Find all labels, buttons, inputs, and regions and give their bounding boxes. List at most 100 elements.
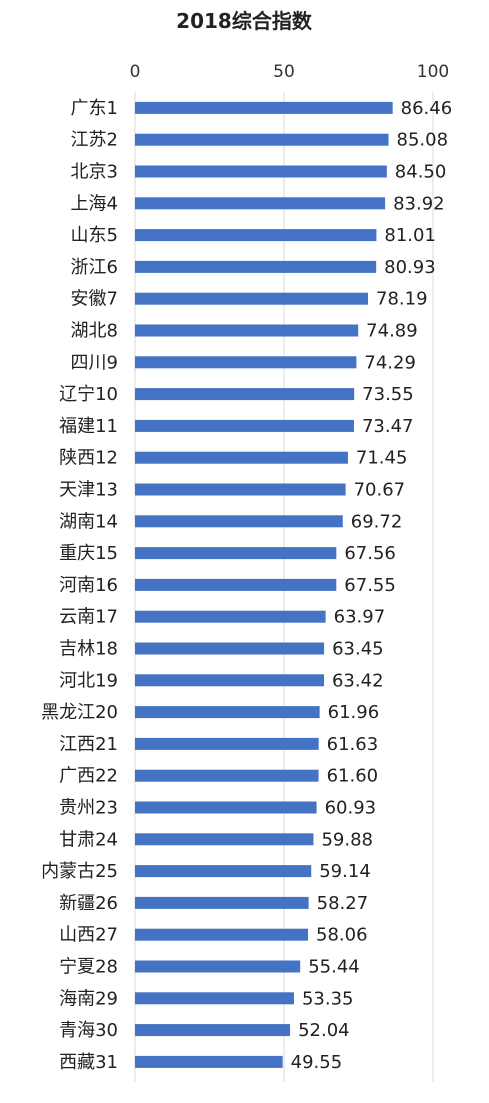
value-label: 71.45 [356,448,408,469]
category-label: 西藏31 [59,1052,118,1073]
value-label: 70.67 [354,480,406,501]
bar [135,260,377,273]
category-label: 天津13 [59,480,118,501]
category-label: 宁夏28 [59,957,118,978]
category-label: 黑龙江20 [41,702,118,723]
value-label: 74.89 [366,321,418,342]
value-label: 85.08 [397,130,449,151]
bar [135,992,294,1005]
bar [135,419,354,432]
value-label: 59.14 [319,861,371,882]
value-label: 84.50 [395,162,447,183]
bar [135,896,309,909]
category-label: 青海30 [59,1020,118,1041]
bar [135,642,325,655]
bar [135,865,312,878]
value-label: 67.55 [344,575,396,596]
value-label: 60.93 [325,798,377,819]
bar [135,769,319,782]
value-label: 63.97 [334,607,386,628]
category-label: 安徽7 [71,289,118,310]
chart-title: 2018综合指数 [176,9,313,33]
category-label: 江西21 [59,734,118,755]
bar [135,578,337,591]
category-label: 海南29 [59,988,118,1009]
bar [135,292,369,305]
category-label: 山西27 [59,925,118,946]
category-label: 甘肃24 [59,829,118,850]
category-label: 云南17 [59,607,118,628]
value-label: 67.56 [344,543,396,564]
bar [135,674,324,687]
category-label: 江苏2 [71,130,118,151]
value-label: 83.92 [393,193,445,214]
x-tick-label: 50 [273,62,295,82]
bar [135,388,355,401]
category-label: 吉林18 [59,639,118,660]
value-label: 49.55 [291,1052,343,1073]
x-tick-label: 0 [130,62,141,82]
bar [135,960,301,973]
value-label: 53.35 [302,988,354,1009]
bar [135,229,377,242]
category-labels: 广东1 江苏2 北京3 上海4 山东5 浙江6 安徽7 湖北8 四川9 辽宁10 福建11 陕西12 天… [41,98,118,1073]
value-label: 58.06 [316,925,368,946]
bar [135,706,320,719]
category-label: 重庆15 [59,543,118,564]
value-label: 55.44 [308,957,360,978]
category-label: 广西22 [59,766,118,787]
category-label: 贵州23 [59,798,118,819]
category-label: 辽宁10 [59,384,118,405]
bar [135,1055,283,1068]
bar [135,515,343,528]
bar [135,324,359,337]
bar [135,610,326,623]
bar [135,833,314,846]
bar [135,101,393,114]
value-label: 78.19 [376,289,428,310]
bar [135,483,346,496]
category-label: 内蒙古25 [41,861,118,882]
category-label: 上海4 [71,193,118,214]
value-label: 63.45 [332,639,384,660]
bar [135,1024,291,1037]
category-label: 广东1 [71,98,118,119]
category-label: 山东5 [71,225,118,246]
category-label: 福建11 [59,416,118,437]
category-label: 浙江6 [71,257,118,278]
value-label: 63.42 [332,670,384,691]
category-label: 湖南14 [59,511,118,532]
value-label: 61.60 [327,766,379,787]
value-label: 80.93 [384,257,436,278]
x-axis-ticks: 0 50 100 [130,62,450,82]
category-label: 湖北8 [71,321,118,342]
value-label: 73.47 [362,416,414,437]
category-label: 河南16 [59,575,118,596]
bar [135,197,386,210]
value-label: 69.72 [351,511,403,532]
x-tick-label: 100 [417,62,449,82]
category-label: 新疆26 [59,893,118,914]
value-label: 73.55 [362,384,414,405]
value-label: 59.88 [321,829,373,850]
category-label: 四川9 [71,352,118,373]
value-label: 61.96 [328,702,380,723]
bars [135,101,393,1068]
value-label: 81.01 [384,225,436,246]
category-label: 陕西12 [59,448,118,469]
bar [135,356,357,369]
value-label: 52.04 [298,1020,350,1041]
bar [135,737,319,750]
value-label: 86.46 [401,98,453,119]
value-label: 58.27 [317,893,369,914]
bar [135,801,317,814]
value-labels: 86.46 85.08 84.50 83.92 81.01 80.93 78.19 74.89… [291,98,453,1073]
category-label: 河北19 [59,670,118,691]
value-label: 74.29 [364,352,416,373]
bar [135,451,348,464]
value-label: 61.63 [327,734,379,755]
bar [135,547,337,560]
category-label: 北京3 [71,162,118,183]
bar [135,165,387,178]
